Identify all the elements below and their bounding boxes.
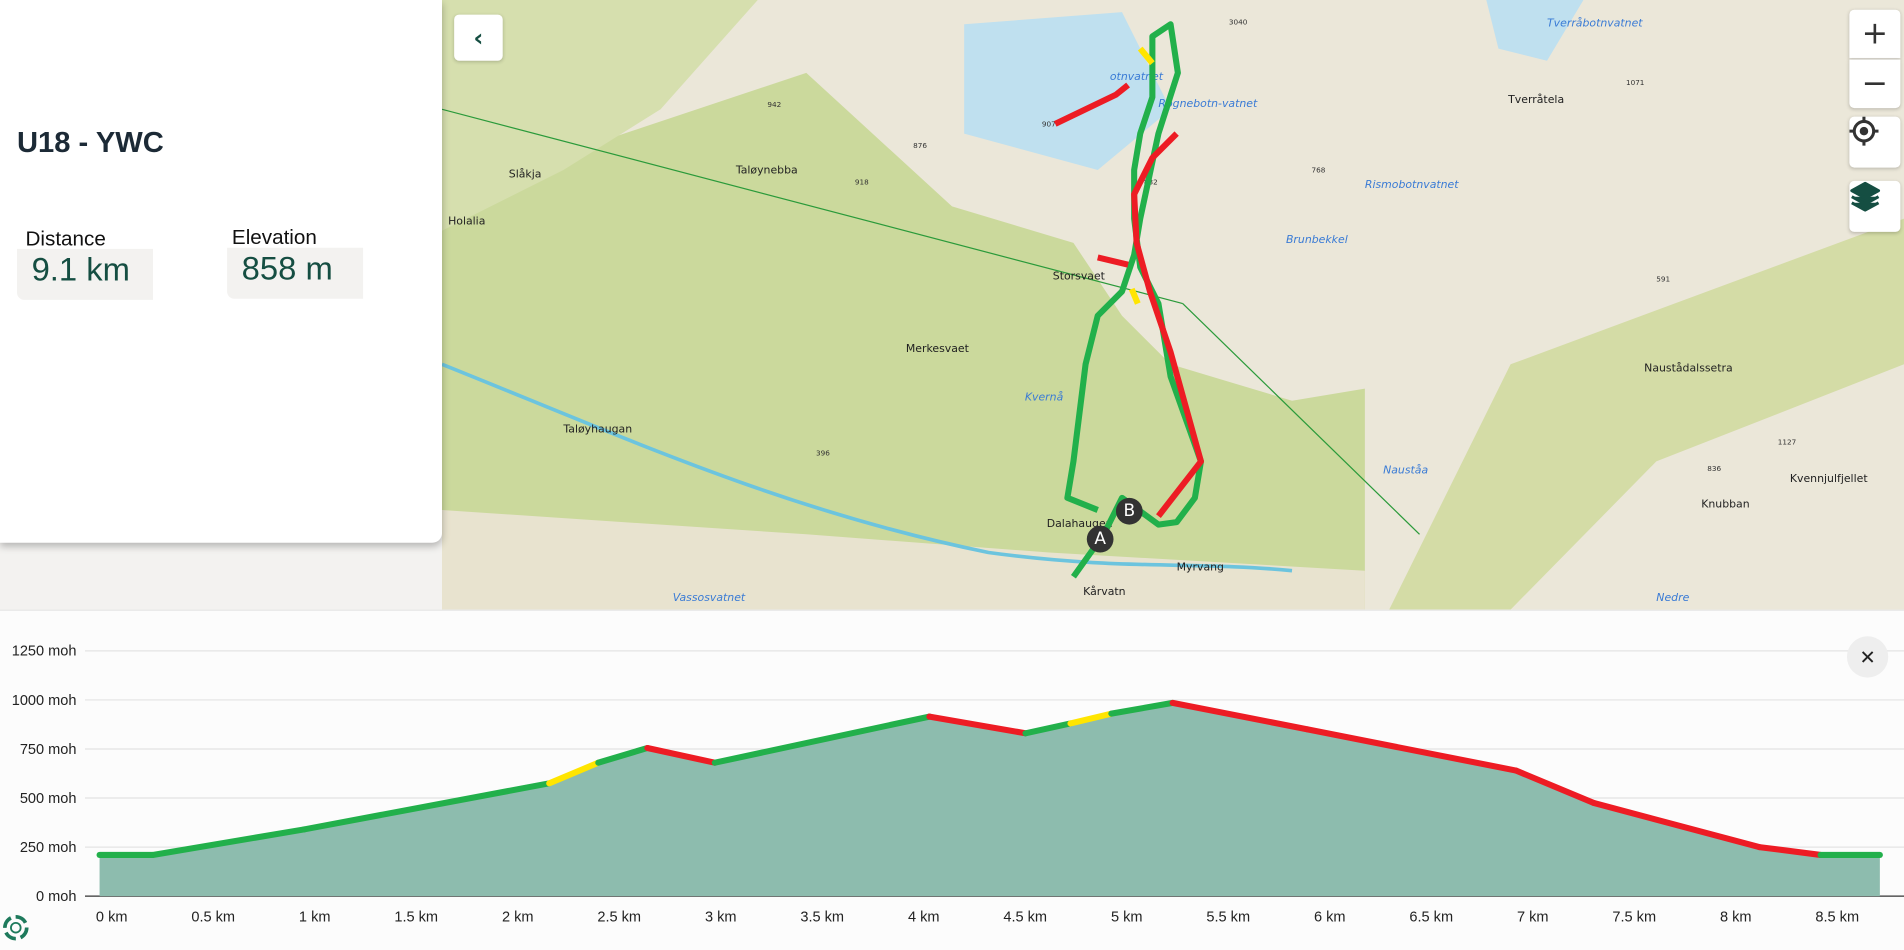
water-label: Kvernå [1025, 391, 1063, 404]
water-label: Rognebotn-vatnet [1158, 97, 1258, 110]
y-tick-label: 750 moh [20, 742, 77, 758]
x-tick-label: 7 km [1517, 910, 1549, 926]
water-label: Rismobotnvatnet [1365, 178, 1459, 191]
place-label: Kvennjulfjellet [1790, 472, 1868, 485]
profile-segment-steep [1513, 767, 1597, 806]
layers-icon [1850, 181, 1881, 212]
elevation-area [99, 702, 1880, 897]
profile-segment-easy [1022, 720, 1074, 737]
x-tick-label: 5.5 km [1206, 910, 1250, 926]
locate-button[interactable] [1849, 116, 1901, 168]
layers-button[interactable] [1849, 180, 1901, 232]
chevron-left-icon: ‹ [473, 23, 484, 53]
elevation-chart[interactable]: 0 moh 250 moh 500 moh 750 moh 1000 moh 1250 m… [0, 611, 1904, 945]
water-label: Brunbekkel [1286, 233, 1348, 246]
place-label: Myrvang [1177, 561, 1224, 574]
distance-value: 9.1 km [17, 248, 154, 300]
profile-segment-easy [149, 826, 308, 858]
end-marker[interactable]: B [1115, 497, 1143, 525]
route-title: U18 - YWC [17, 126, 164, 160]
elevation-mark: 1071 [1626, 78, 1645, 87]
profile-segment-steep [1169, 699, 1311, 733]
close-icon: ✕ [1859, 645, 1876, 669]
y-tick-label: 1250 moh [12, 644, 77, 660]
profile-segment-easy [300, 780, 553, 833]
elevation-profile-panel: 0 moh 250 moh 500 moh 750 moh 1000 moh 1250 m… [0, 609, 1904, 945]
x-tick-label: 4 km [908, 910, 940, 926]
place-label: Tverråtela [1507, 93, 1564, 106]
map[interactable]: Slåkja Taløynebba Holalia Storsvaet Merkesva… [442, 0, 1904, 610]
place-label: Merkesvaet [906, 342, 970, 355]
place-label: Slåkja [509, 167, 542, 180]
place-label: Holalia [448, 215, 485, 228]
elevation-mark: 591 [1656, 275, 1670, 284]
elevation-label: Elevation [231, 225, 317, 249]
profile-segment-moderate [546, 759, 602, 787]
y-tick-label: 500 moh [20, 791, 77, 807]
elevation-mark: 396 [816, 448, 830, 457]
x-tick-label: 5 km [1111, 910, 1143, 926]
x-tick-label: 2.5 km [597, 910, 641, 926]
water-label: Vassosvatnet [673, 591, 746, 604]
place-label: Naustådalssetra [1644, 362, 1733, 375]
x-tick-label: 4.5 km [1003, 910, 1047, 926]
water-label: Nedre [1656, 591, 1689, 604]
place-label: Knubban [1701, 498, 1749, 511]
water-label: Nauståa [1383, 464, 1428, 477]
x-tick-label: 1.5 km [394, 910, 438, 926]
profile-segment-easy [1108, 699, 1176, 717]
profile-segment-easy [595, 744, 651, 766]
crosshair-icon [1849, 116, 1879, 146]
zoom-out-button[interactable]: − [1849, 59, 1901, 109]
elevation-mark: 1127 [1778, 437, 1797, 446]
elevation-mark: 907 [1042, 119, 1056, 128]
place-label: Taløynebba [735, 164, 798, 177]
start-marker[interactable]: A [1086, 525, 1114, 553]
elevation-mark: 836 [1707, 464, 1721, 473]
elevation-mark: 918 [855, 178, 869, 187]
x-tick-label: 2 km [502, 910, 534, 926]
x-tick-label: 0.5 km [191, 910, 235, 926]
x-tick-label: 3.5 km [800, 910, 844, 926]
elevation-mark: 942 [767, 100, 781, 109]
x-tick-label: 6.5 km [1409, 910, 1453, 926]
elevation-mark: 3040 [1229, 17, 1248, 26]
profile-segment-easy [711, 713, 933, 766]
x-tick-label: 7.5 km [1612, 910, 1656, 926]
profile-segment-steep [1756, 844, 1824, 858]
y-tick-label: 0 moh [36, 889, 76, 905]
water-label: Tverråbotnvatnet [1547, 17, 1643, 30]
elevation-mark: 768 [1311, 165, 1325, 174]
profile-segment-steep [926, 713, 1029, 737]
place-label: Taløyhaugan [562, 422, 632, 435]
profile-segment-moderate [1067, 710, 1115, 727]
elevation-mark: 876 [913, 141, 927, 150]
x-tick-label: 8 km [1720, 910, 1752, 926]
y-tick-label: 250 moh [20, 840, 77, 856]
distance-label: Distance [25, 227, 106, 251]
collapse-panel-button[interactable]: ‹ [454, 14, 503, 61]
profile-segment-steep [1590, 799, 1763, 851]
zoom-in-button[interactable]: + [1849, 9, 1901, 59]
place-label: Kårvatn [1083, 585, 1125, 598]
profile-segment-steep [1304, 726, 1520, 774]
map-canvas[interactable]: Slåkja Taløynebba Holalia Storsvaet Merkesva… [442, 0, 1904, 610]
place-label: Storsvaet [1053, 269, 1106, 282]
profile-segment-steep [644, 744, 718, 766]
elevation-value: 858 m [227, 247, 364, 299]
x-tick-label: 1 km [299, 910, 331, 926]
app-logo-icon [3, 914, 29, 941]
y-tick-label: 1000 moh [12, 693, 77, 709]
x-tick-label: 8.5 km [1815, 910, 1859, 926]
water-label: otnvatnet [1110, 70, 1164, 83]
x-tick-label: 3 km [705, 910, 737, 926]
close-profile-button[interactable]: ✕ [1846, 636, 1889, 678]
x-tick-label: 0 km [96, 910, 128, 926]
x-tick-label: 6 km [1314, 910, 1346, 926]
route-info-panel: U18 - YWC Distance 9.1 km Elevation 858 … [0, 0, 443, 543]
